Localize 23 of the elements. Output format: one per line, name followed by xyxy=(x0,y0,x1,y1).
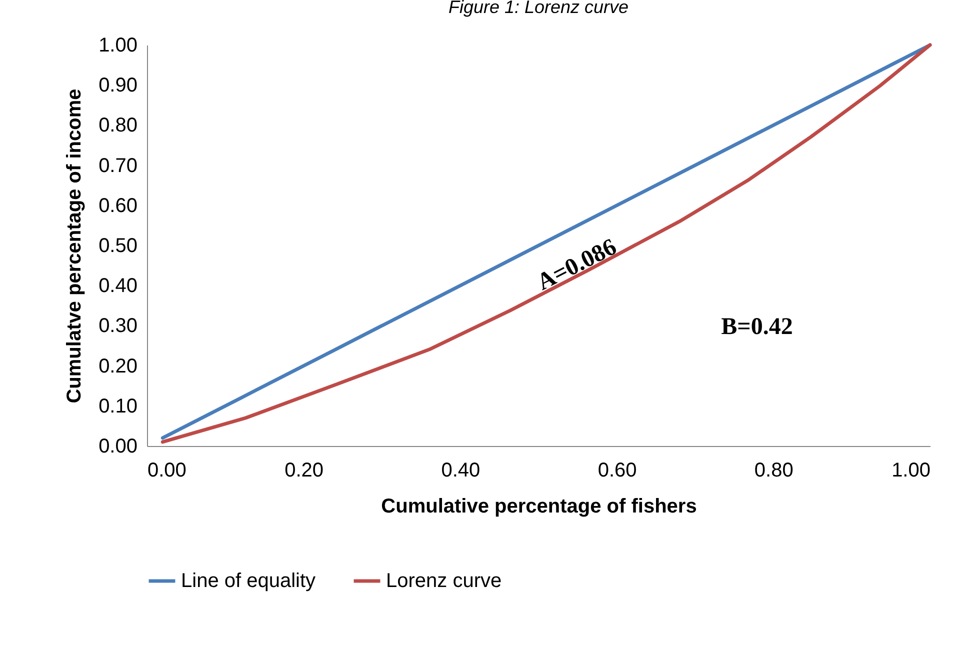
chart-title: Figure 1: Lorenz curve xyxy=(448,0,629,17)
y-tick-label: 0.30 xyxy=(98,315,138,338)
y-tick-label: 0.10 xyxy=(98,395,138,418)
legend-label: Lorenz curve xyxy=(386,570,502,592)
y-tick-label: 0.40 xyxy=(98,275,138,298)
x-tick-label: 0.80 xyxy=(754,460,794,482)
legend-label: Line of equality xyxy=(181,570,316,592)
y-tick-label: 0.60 xyxy=(98,194,138,217)
y-tick-label: 1.00 xyxy=(98,34,138,56)
x-tick-label: 1.00 xyxy=(892,460,930,482)
x-tick-label: 0.60 xyxy=(598,460,637,482)
x-tick-label: 0.00 xyxy=(148,460,186,482)
y-tick-label: 0.80 xyxy=(98,114,138,137)
x-tick-label: 0.20 xyxy=(284,460,324,482)
y-axis-title: Cumulatve percentage of income xyxy=(64,88,86,404)
y-tick-label: 0.00 xyxy=(98,436,138,458)
y-tick-label: 0.70 xyxy=(98,154,138,177)
x-axis-title: Cumulative percentage of fishers xyxy=(381,496,697,518)
y-tick-label: 0.90 xyxy=(98,74,138,97)
annotation: B=0.42 xyxy=(721,314,793,340)
y-tick-label: 0.50 xyxy=(98,235,138,257)
x-tick-label: 0.40 xyxy=(441,460,480,482)
y-tick-label: 0.20 xyxy=(98,355,138,378)
